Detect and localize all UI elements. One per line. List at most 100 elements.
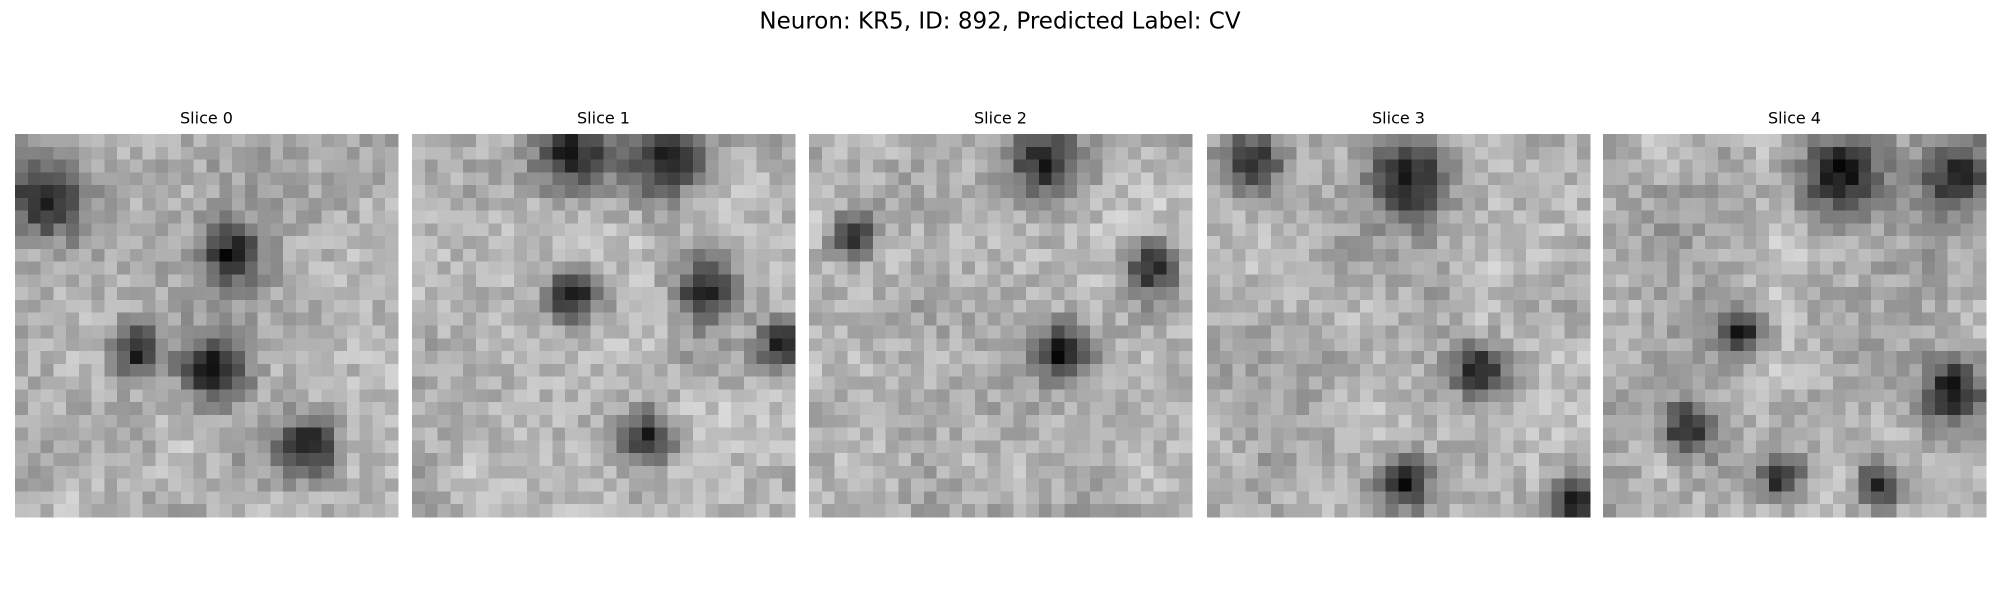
pixel — [463, 414, 477, 429]
pixel — [603, 338, 617, 352]
pixel — [1064, 338, 1078, 352]
pixel — [475, 287, 489, 301]
pixel — [91, 172, 105, 186]
pixel — [104, 299, 118, 314]
pixel — [641, 261, 655, 275]
pixel — [1513, 185, 1527, 199]
pixel — [232, 504, 246, 518]
pixel — [1219, 504, 1233, 518]
pixel — [987, 159, 1001, 173]
pixel — [705, 197, 719, 211]
pixel — [1564, 465, 1578, 480]
pixel — [321, 504, 335, 518]
pixel — [705, 159, 719, 173]
pixel — [1628, 159, 1642, 173]
pixel — [743, 287, 758, 301]
pixel — [1871, 248, 1885, 263]
pixel — [1858, 197, 1872, 211]
pixel — [257, 440, 271, 454]
pixel — [1179, 491, 1193, 505]
pixel — [590, 261, 604, 275]
pixel — [1166, 402, 1180, 416]
pixel — [1411, 465, 1425, 480]
pixel — [1615, 491, 1629, 505]
pixel — [1500, 185, 1514, 199]
pixel — [1179, 197, 1193, 211]
pixel — [1934, 248, 1949, 263]
pixel — [1000, 287, 1014, 301]
pixel — [539, 185, 553, 199]
pixel — [1922, 465, 1936, 480]
pixel — [180, 491, 195, 505]
pixel — [1089, 248, 1104, 263]
pixel — [526, 338, 541, 352]
pixel — [1832, 414, 1846, 429]
pixel — [1641, 427, 1655, 441]
pixel — [1666, 236, 1680, 250]
pixel — [743, 491, 758, 505]
pixel — [15, 159, 29, 173]
pixel — [1973, 376, 1987, 390]
pixel — [155, 427, 169, 441]
pixel — [1270, 402, 1284, 416]
pixel — [1398, 197, 1412, 211]
pixel — [1947, 185, 1961, 199]
pixel — [731, 363, 745, 377]
pixel — [1679, 325, 1693, 339]
pixel — [78, 504, 92, 518]
pixel — [1820, 478, 1834, 492]
pixel — [1807, 402, 1821, 416]
pixel — [295, 427, 310, 441]
pixel — [962, 402, 976, 416]
pixel — [308, 440, 322, 454]
pixel — [295, 248, 310, 263]
pixel — [1705, 414, 1719, 429]
pixel — [1179, 172, 1193, 186]
pixel — [1628, 312, 1642, 326]
pixel — [1615, 287, 1629, 301]
pixel — [1743, 274, 1757, 288]
pixel — [1551, 351, 1565, 365]
pixel — [219, 236, 233, 250]
pixel — [923, 351, 938, 365]
pixel — [412, 261, 426, 275]
pixel — [372, 261, 386, 275]
pixel — [1334, 223, 1348, 237]
pixel — [1128, 185, 1142, 199]
pixel — [1679, 146, 1693, 160]
pixel — [743, 414, 758, 429]
pixel — [1820, 402, 1834, 416]
pixel — [936, 185, 950, 199]
pixel — [1934, 325, 1949, 339]
pixel — [1768, 363, 1783, 377]
pixel — [641, 325, 655, 339]
pixel — [501, 159, 515, 173]
pixel — [385, 351, 399, 365]
pixel — [1807, 414, 1821, 429]
pixel — [1140, 363, 1155, 377]
pixel — [1768, 236, 1783, 250]
pixel — [1871, 274, 1885, 288]
pixel — [962, 414, 976, 429]
pixel — [117, 389, 131, 403]
pixel — [1102, 312, 1116, 326]
pixel — [834, 363, 848, 377]
pixel — [66, 299, 80, 314]
pixel — [1360, 465, 1374, 480]
pixel — [1781, 402, 1795, 416]
pixel — [731, 236, 745, 250]
pixel — [1128, 172, 1142, 186]
pixel — [577, 210, 592, 224]
pixel — [603, 287, 617, 301]
pixel — [1462, 299, 1476, 314]
pixel — [1896, 491, 1910, 505]
pixel — [1845, 197, 1859, 211]
pixel — [1654, 172, 1668, 186]
pixel — [1462, 504, 1476, 518]
pixel — [283, 465, 297, 480]
pixel — [1871, 197, 1885, 211]
pixel — [987, 427, 1001, 441]
pixel — [1947, 465, 1961, 480]
pixel — [1000, 210, 1014, 224]
pixel — [667, 389, 681, 403]
